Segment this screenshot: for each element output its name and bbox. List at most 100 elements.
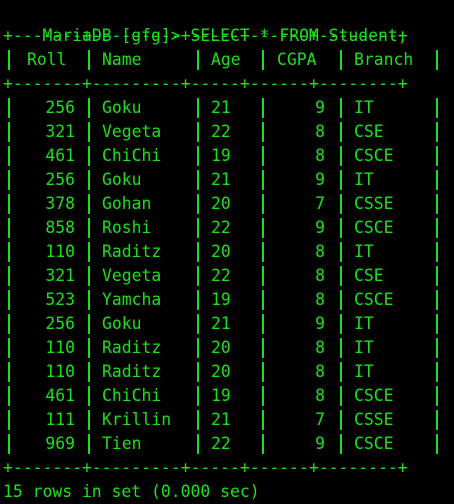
cell-name: ChiChi [102,146,162,165]
table-border-bottom: +-------+---------+-----+------+--------… [3,458,408,477]
column-separator [340,194,342,214]
column-separator [340,266,342,286]
column-separator [340,242,342,262]
column-separator [8,410,10,430]
cell-cgpa: 9 [315,170,325,189]
column-separator [197,266,199,286]
column-separator [340,146,342,166]
cell-cgpa: 7 [315,194,325,213]
cell-age: 21 [211,314,231,333]
column-separator [8,122,10,142]
cell-name: Vegeta [102,266,162,285]
cell-cgpa: 8 [315,338,325,357]
cell-cgpa: 8 [315,242,325,261]
cell-cgpa: 8 [315,362,325,381]
prompt: MariaDB [gfg]> [42,26,181,45]
cell-cgpa: 8 [315,266,325,285]
column-separator [88,218,90,238]
column-separator [8,146,10,166]
column-separator [436,410,438,430]
cell-name: Raditz [102,338,162,357]
command-line: MariaDB [gfg]> SELECT * FROM Student; [3,0,407,45]
column-separator [340,314,342,334]
cell-branch: IT [354,98,374,117]
column-separator [262,50,264,70]
column-separator [8,338,10,358]
column-separator [436,242,438,262]
cell-age: 22 [211,434,231,453]
column-separator [88,242,90,262]
cell-age: 19 [211,386,231,405]
cell-cgpa: 9 [315,218,325,237]
column-separator [88,50,90,70]
cell-name: Krillin [102,410,172,429]
column-separator [436,266,438,286]
column-separator [88,410,90,430]
column-separator [8,242,10,262]
column-separator [262,290,264,310]
cell-name: Goku [102,314,142,333]
column-separator [436,146,438,166]
column-separator [262,170,264,190]
column-separator [197,194,199,214]
column-separator [436,434,438,454]
cell-name: Raditz [102,362,162,381]
column-header-roll: Roll [27,50,67,69]
column-separator [88,434,90,454]
column-separator [8,170,10,190]
cell-roll: 969 [45,434,75,453]
cell-cgpa: 9 [315,434,325,453]
cell-cgpa: 9 [315,314,325,333]
cell-name: Gohan [102,194,152,213]
cell-age: 21 [211,410,231,429]
column-separator [88,314,90,334]
cell-roll: 256 [45,98,75,117]
column-separator [436,362,438,382]
cell-cgpa: 8 [315,122,325,141]
column-separator [262,266,264,286]
column-separator [340,362,342,382]
column-separator [8,362,10,382]
column-separator [262,242,264,262]
column-separator [8,218,10,238]
column-separator [197,362,199,382]
sql-command: SELECT * FROM Student; [190,26,408,45]
cell-branch: CSCE [354,146,394,165]
column-separator [262,98,264,118]
cell-branch: CSE [354,122,384,141]
column-separator [436,338,438,358]
column-separator [8,386,10,406]
column-separator [197,218,199,238]
column-separator [340,122,342,142]
cell-age: 20 [211,338,231,357]
cell-name: Raditz [102,242,162,261]
cell-branch: CSCE [354,386,394,405]
column-separator [340,170,342,190]
column-separator [197,170,199,190]
column-header-cgpa: CGPA [277,50,317,69]
column-header-branch: Branch [354,50,414,69]
column-separator [262,434,264,454]
cell-branch: CSCE [354,218,394,237]
cell-branch: CSSE [354,410,394,429]
cell-cgpa: 8 [315,290,325,309]
column-separator [436,122,438,142]
column-separator [197,434,199,454]
column-separator [88,386,90,406]
column-separator [197,98,199,118]
column-separator [436,290,438,310]
cell-roll: 321 [45,266,75,285]
column-separator [8,98,10,118]
column-separator [197,338,199,358]
cell-name: Vegeta [102,122,162,141]
column-separator [8,290,10,310]
cell-branch: IT [354,338,374,357]
column-separator [436,314,438,334]
column-separator [197,410,199,430]
column-separator [88,194,90,214]
cell-branch: IT [354,362,374,381]
cell-branch: IT [354,314,374,333]
cell-name: Goku [102,98,142,117]
column-separator [262,386,264,406]
